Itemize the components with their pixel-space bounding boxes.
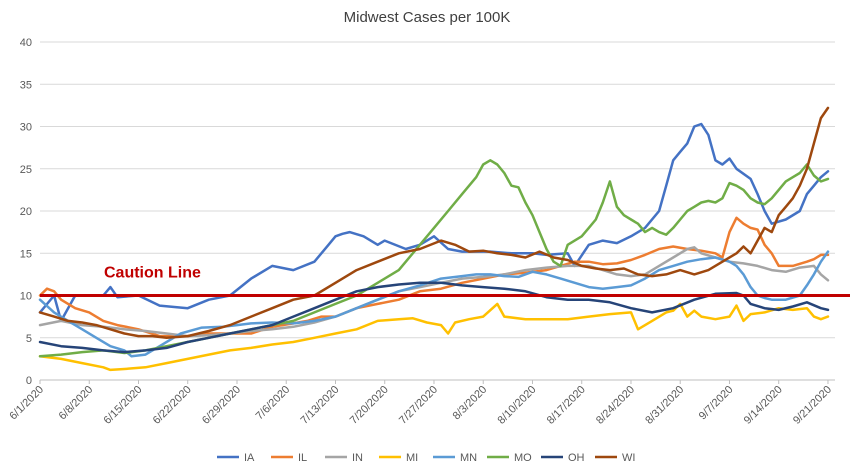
y-tick-label: 30 — [20, 122, 32, 134]
y-tick-label: 35 — [20, 79, 32, 91]
series-line-mn — [38, 250, 830, 358]
legend-label-mo: MO — [514, 452, 532, 464]
y-tick-label: 10 — [20, 291, 32, 303]
caution-line-label: Caution Line — [104, 265, 201, 282]
series-lines — [38, 106, 830, 372]
legend-label-mn: MN — [460, 452, 477, 464]
y-tick-label: 5 — [26, 333, 32, 345]
y-tick-label: 0 — [26, 375, 32, 387]
caution-line-group: Caution Line — [40, 265, 850, 297]
y-tick-label: 25 — [20, 164, 32, 176]
y-tick-label: 15 — [20, 248, 32, 260]
chart-title: Midwest Cases per 100K — [344, 9, 511, 26]
y-tick-label: 20 — [20, 206, 32, 218]
legend: IA IL IN MI MN MO OH WI — [217, 452, 635, 464]
series-line-mi — [38, 302, 830, 372]
series-line-ia — [38, 122, 830, 323]
legend-label-il: IL — [298, 452, 307, 464]
series-line-mo — [38, 159, 830, 358]
legend-label-oh: OH — [568, 452, 585, 464]
legend-label-ia: IA — [244, 452, 255, 464]
legend-label-in: IN — [352, 452, 363, 464]
legend-label-mi: MI — [406, 452, 418, 464]
legend-label-wi: WI — [622, 452, 635, 464]
y-tick-label: 40 — [20, 37, 32, 49]
series-line-in — [38, 246, 830, 338]
series-line-wi — [38, 106, 830, 340]
